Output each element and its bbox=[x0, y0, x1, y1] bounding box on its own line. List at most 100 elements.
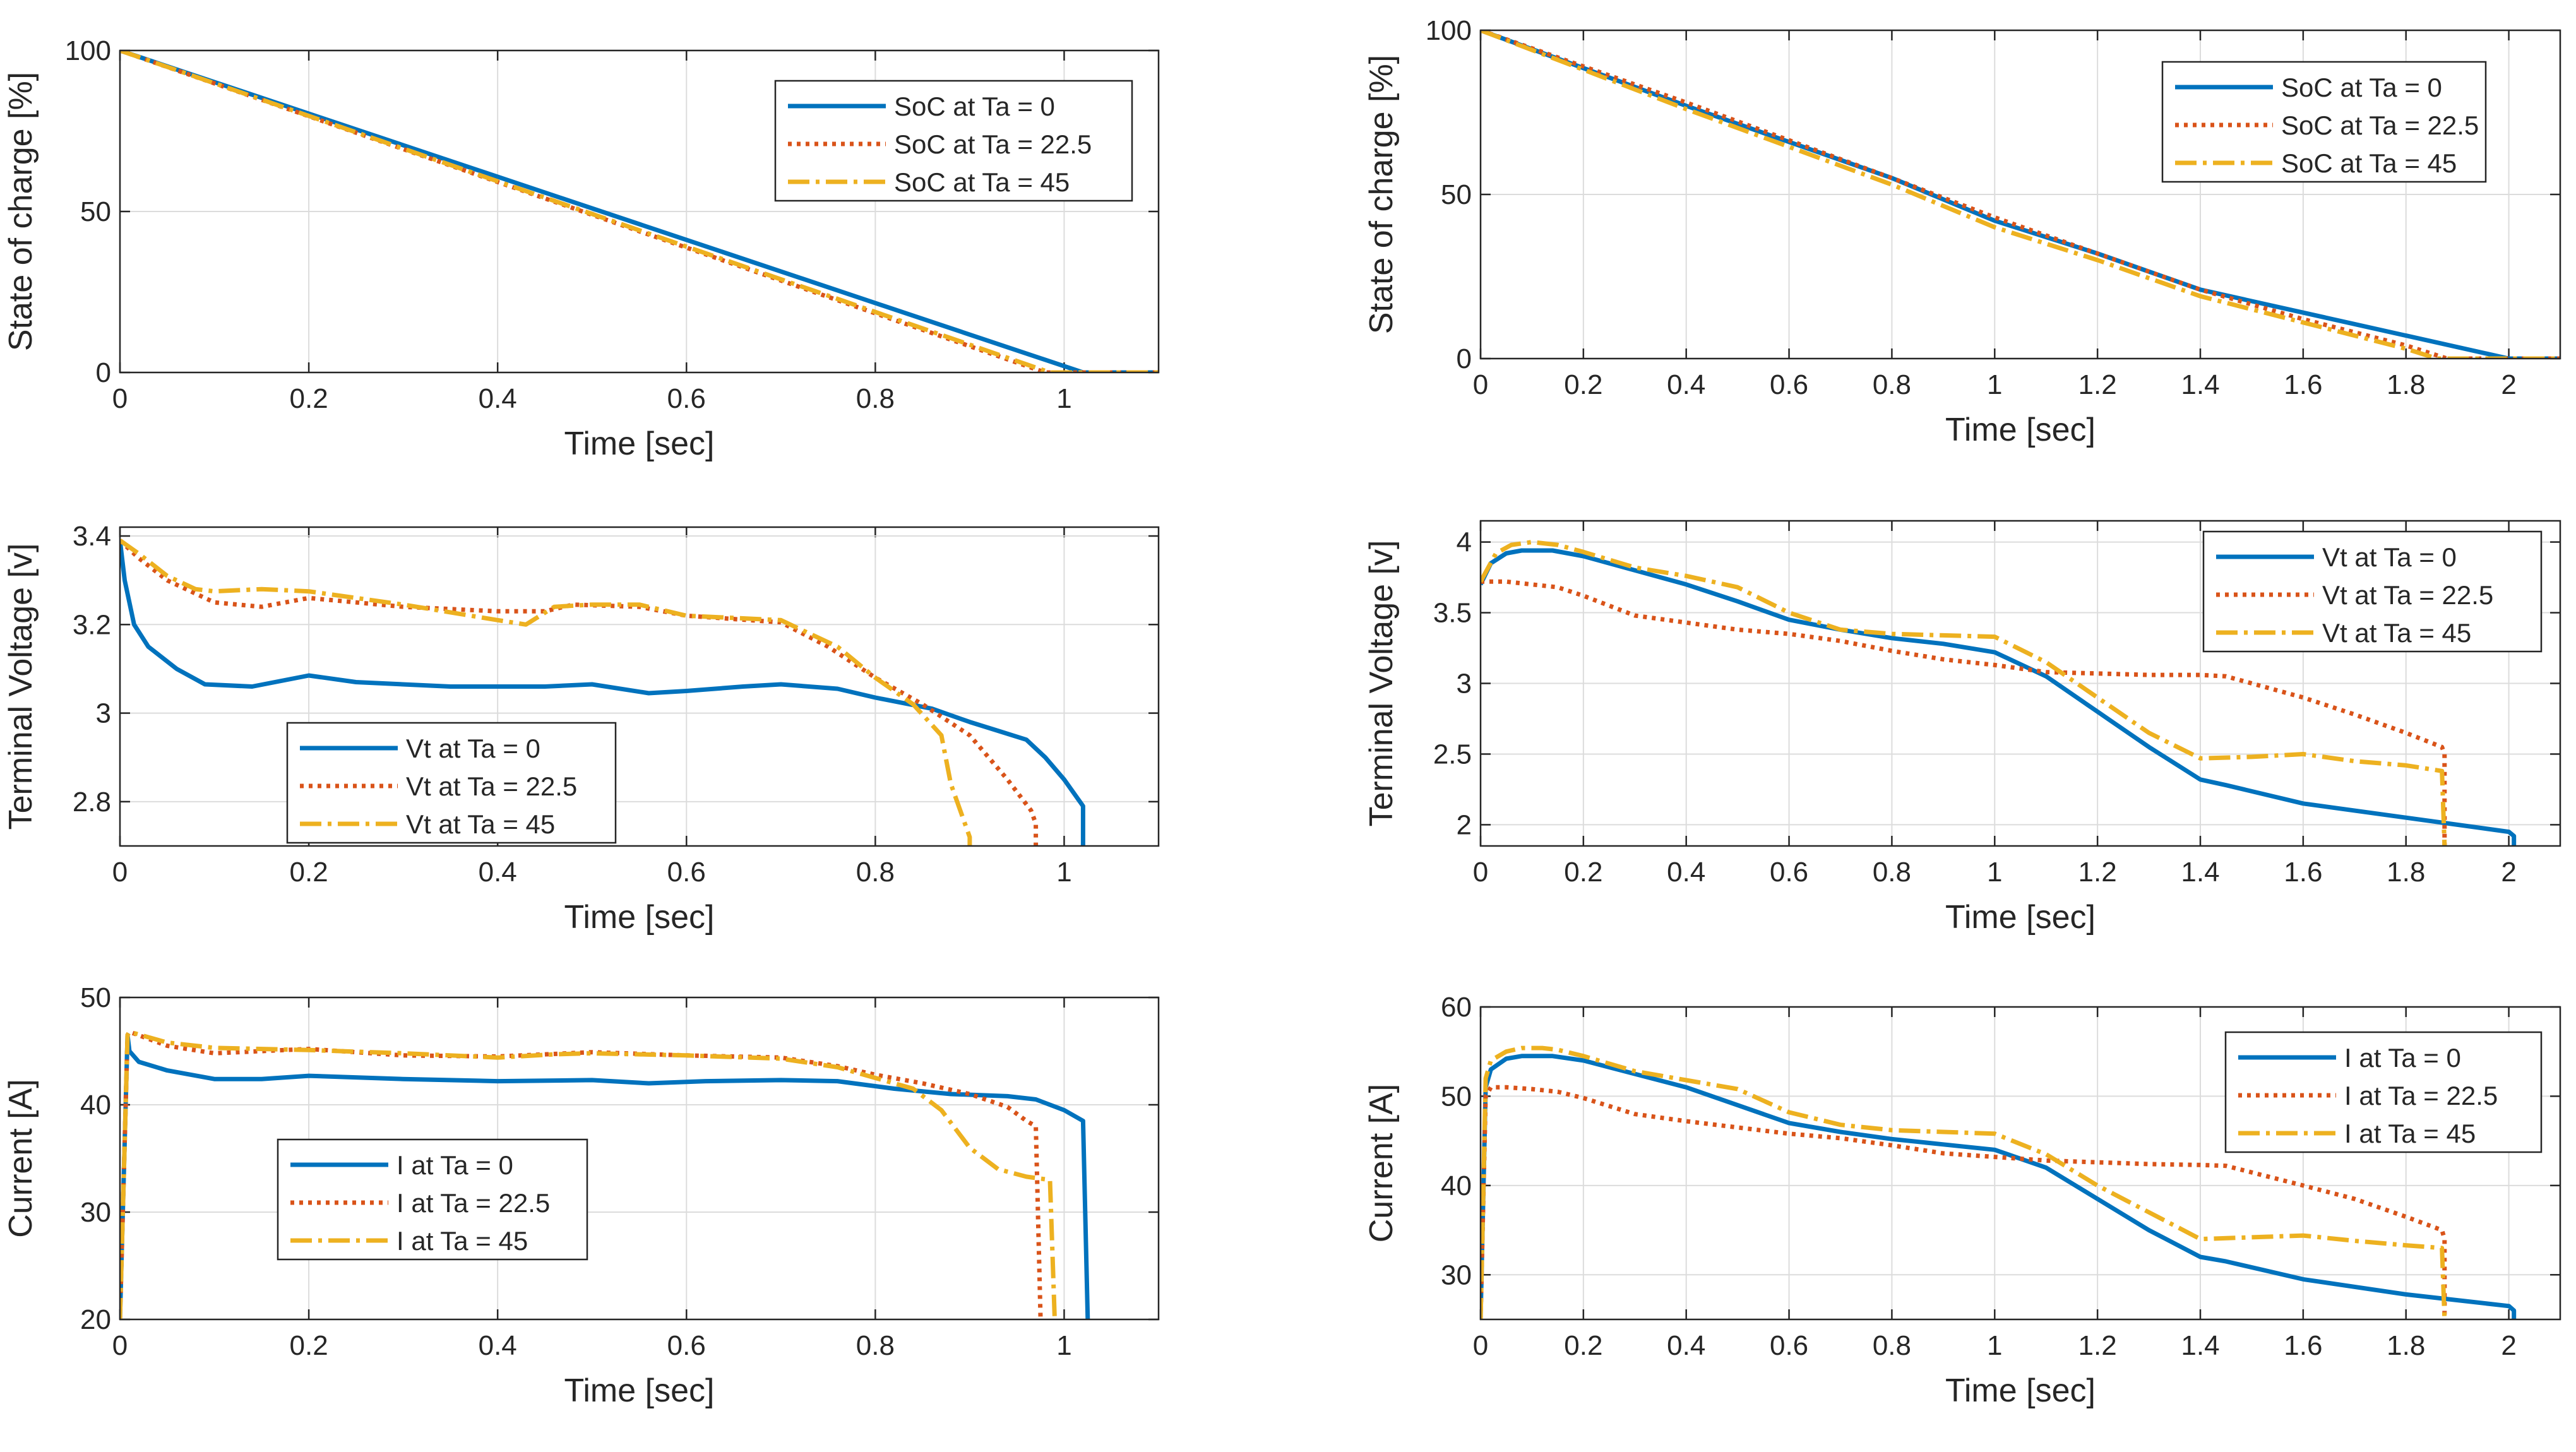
y-tick-label: 100 bbox=[65, 35, 111, 66]
x-tick-label: 1.2 bbox=[2078, 1330, 2117, 1361]
legend-entry-label: SoC at Ta = 45 bbox=[894, 167, 1070, 197]
x-tick-label: 0.6 bbox=[1770, 857, 1808, 888]
legend-entry-label: Vt at Ta = 22.5 bbox=[2322, 580, 2493, 610]
x-tick-label: 0.2 bbox=[290, 857, 328, 888]
x-tick-label: 1.4 bbox=[2181, 857, 2219, 888]
y-axis-label: State of charge [%] bbox=[1363, 55, 1400, 334]
legend: Vt at Ta = 0 Vt at Ta = 22.5 Vt at Ta = 45 bbox=[2202, 530, 2543, 653]
legend-entry-label: Vt at Ta = 45 bbox=[406, 809, 555, 839]
axes-frame bbox=[119, 996, 1160, 1321]
x-tick-label: 0.8 bbox=[856, 1330, 895, 1361]
chart-soc_left: 0 0.2 0.4 0.6 0.8 1 0 50 100 Time [sec] State of c… bbox=[3, 35, 1160, 462]
x-tick-label: 0.4 bbox=[1667, 369, 1705, 400]
x-tick-label: 0.6 bbox=[667, 857, 706, 888]
series-line-ta0 bbox=[120, 51, 1159, 372]
y-axis-label: Terminal Voltage [v] bbox=[1363, 540, 1400, 827]
y-axis-label: Current [A] bbox=[3, 1079, 39, 1237]
series-line-ta45 bbox=[1481, 30, 2560, 359]
x-axis-label: Time [sec] bbox=[564, 1372, 715, 1409]
x-tick-label: 0.6 bbox=[1770, 1330, 1808, 1361]
x-tick-label: 0.4 bbox=[479, 383, 517, 414]
x-tick-label: 1 bbox=[1056, 383, 1071, 414]
x-tick-label: 1 bbox=[1987, 369, 2002, 400]
chart-vt_left: 0 0.2 0.4 0.6 0.8 1 2.8 3 3.2 3.4 Time [sec] Termin… bbox=[3, 521, 1160, 936]
legend-entry-label: Vt at Ta = 0 bbox=[406, 734, 540, 763]
series-line-ta225 bbox=[1481, 1085, 2447, 1319]
x-tick-label: 1.6 bbox=[2284, 369, 2322, 400]
series-line-ta45 bbox=[120, 1029, 1057, 1319]
legend-entry-label: I at Ta = 45 bbox=[397, 1226, 528, 1256]
x-tick-label: 1.6 bbox=[2284, 857, 2322, 888]
series-line-ta225 bbox=[1481, 30, 2560, 359]
x-tick-label: 0.2 bbox=[1564, 369, 1602, 400]
y-tick-label: 60 bbox=[1441, 992, 1472, 1023]
chart-vt_right: 0 0.2 0.4 0.6 0.8 1 1.2 1.4 1.6 1.8 2 2 2.5 3 3.5 4 Time… bbox=[1363, 520, 2561, 936]
y-axis-label: State of charge [%] bbox=[3, 72, 39, 351]
x-tick-label: 0.2 bbox=[1564, 857, 1602, 888]
x-tick-label: 1 bbox=[1987, 857, 2002, 888]
series-group bbox=[1481, 30, 2560, 359]
plot-area bbox=[120, 527, 1159, 846]
x-tick-label: 1.8 bbox=[2387, 369, 2425, 400]
y-tick-label: 40 bbox=[80, 1090, 111, 1121]
x-axis-label: Time [sec] bbox=[1945, 412, 2096, 448]
legend-entry-label: SoC at Ta = 0 bbox=[894, 92, 1055, 121]
x-axis-label: Time [sec] bbox=[564, 899, 715, 936]
plot-area bbox=[120, 997, 1159, 1319]
chart-i_left: 0 0.2 0.4 0.6 0.8 1 20 30 40 50 Time [sec] Current … bbox=[3, 982, 1160, 1409]
x-tick-label: 0 bbox=[1473, 857, 1488, 888]
y-tick-label: 100 bbox=[1426, 15, 1472, 46]
legend: Vt at Ta = 0 Vt at Ta = 22.5 Vt at Ta = 45 bbox=[286, 722, 617, 844]
axes-frame bbox=[1479, 29, 2561, 360]
y-tick-label: 3 bbox=[96, 698, 111, 729]
x-tick-label: 2 bbox=[2501, 857, 2516, 888]
y-tick-label: 50 bbox=[80, 982, 111, 1013]
legend-entry-label: Vt at Ta = 0 bbox=[2322, 542, 2457, 572]
legend-entry-label: SoC at Ta = 22.5 bbox=[2281, 110, 2479, 140]
chart-soc_right: 0 0.2 0.4 0.6 0.8 1 1.2 1.4 1.6 1.8 2 0 50 100 Time [s… bbox=[1363, 15, 2561, 448]
x-tick-label: 0 bbox=[1473, 1330, 1488, 1361]
y-axis-label: Current [A] bbox=[1363, 1084, 1400, 1242]
legend-entry-label: SoC at Ta = 22.5 bbox=[894, 129, 1092, 159]
x-tick-label: 0.2 bbox=[290, 383, 328, 414]
x-tick-label: 2 bbox=[2501, 1330, 2516, 1361]
x-tick-label: 1 bbox=[1987, 1330, 2002, 1361]
x-tick-label: 1.4 bbox=[2181, 369, 2219, 400]
x-tick-label: 1.8 bbox=[2387, 857, 2425, 888]
legend: SoC at Ta = 0 SoC at Ta = 22.5 SoC at Ta =… bbox=[2161, 61, 2487, 183]
series-group bbox=[120, 51, 1159, 372]
legend-entry-label: I at Ta = 0 bbox=[2344, 1043, 2461, 1073]
legend-entry-label: Vt at Ta = 22.5 bbox=[406, 771, 577, 801]
y-tick-label: 50 bbox=[80, 196, 111, 227]
series-line-ta0 bbox=[1481, 548, 2517, 846]
x-tick-label: 0.4 bbox=[479, 1330, 517, 1361]
y-tick-label: 2.5 bbox=[1433, 739, 1472, 770]
x-tick-label: 0.6 bbox=[1770, 369, 1808, 400]
y-axis-label: Terminal Voltage [v] bbox=[3, 544, 39, 830]
series-line-ta45 bbox=[1481, 1045, 2447, 1319]
x-tick-label: 0.4 bbox=[1667, 857, 1705, 888]
y-tick-label: 3.5 bbox=[1433, 598, 1472, 629]
x-tick-label: 0.8 bbox=[1873, 1330, 1911, 1361]
series-line-ta45 bbox=[120, 539, 972, 846]
legend: I at Ta = 0 I at Ta = 22.5 I at Ta = 45 bbox=[277, 1138, 588, 1261]
series-group bbox=[1481, 1045, 2517, 1319]
x-tick-label: 0.4 bbox=[479, 857, 517, 888]
axes-frame bbox=[119, 49, 1160, 374]
y-tick-label: 3.4 bbox=[73, 521, 111, 552]
y-tick-label: 30 bbox=[1441, 1259, 1472, 1290]
x-tick-label: 1.8 bbox=[2387, 1330, 2425, 1361]
y-tick-label: 50 bbox=[1441, 179, 1472, 210]
x-tick-label: 1.2 bbox=[2078, 857, 2117, 888]
y-tick-label: 20 bbox=[80, 1304, 111, 1335]
series-line-ta45 bbox=[1481, 540, 2447, 846]
y-tick-label: 3.2 bbox=[73, 609, 111, 640]
x-tick-label: 0 bbox=[112, 383, 128, 414]
legend-entry-label: SoC at Ta = 45 bbox=[2281, 148, 2457, 178]
x-tick-label: 0.4 bbox=[1667, 1330, 1705, 1361]
series-group bbox=[1481, 540, 2517, 846]
x-tick-label: 0.2 bbox=[1564, 1330, 1602, 1361]
legend-entry-label: I at Ta = 22.5 bbox=[2344, 1081, 2498, 1110]
x-tick-label: 1.6 bbox=[2284, 1330, 2322, 1361]
